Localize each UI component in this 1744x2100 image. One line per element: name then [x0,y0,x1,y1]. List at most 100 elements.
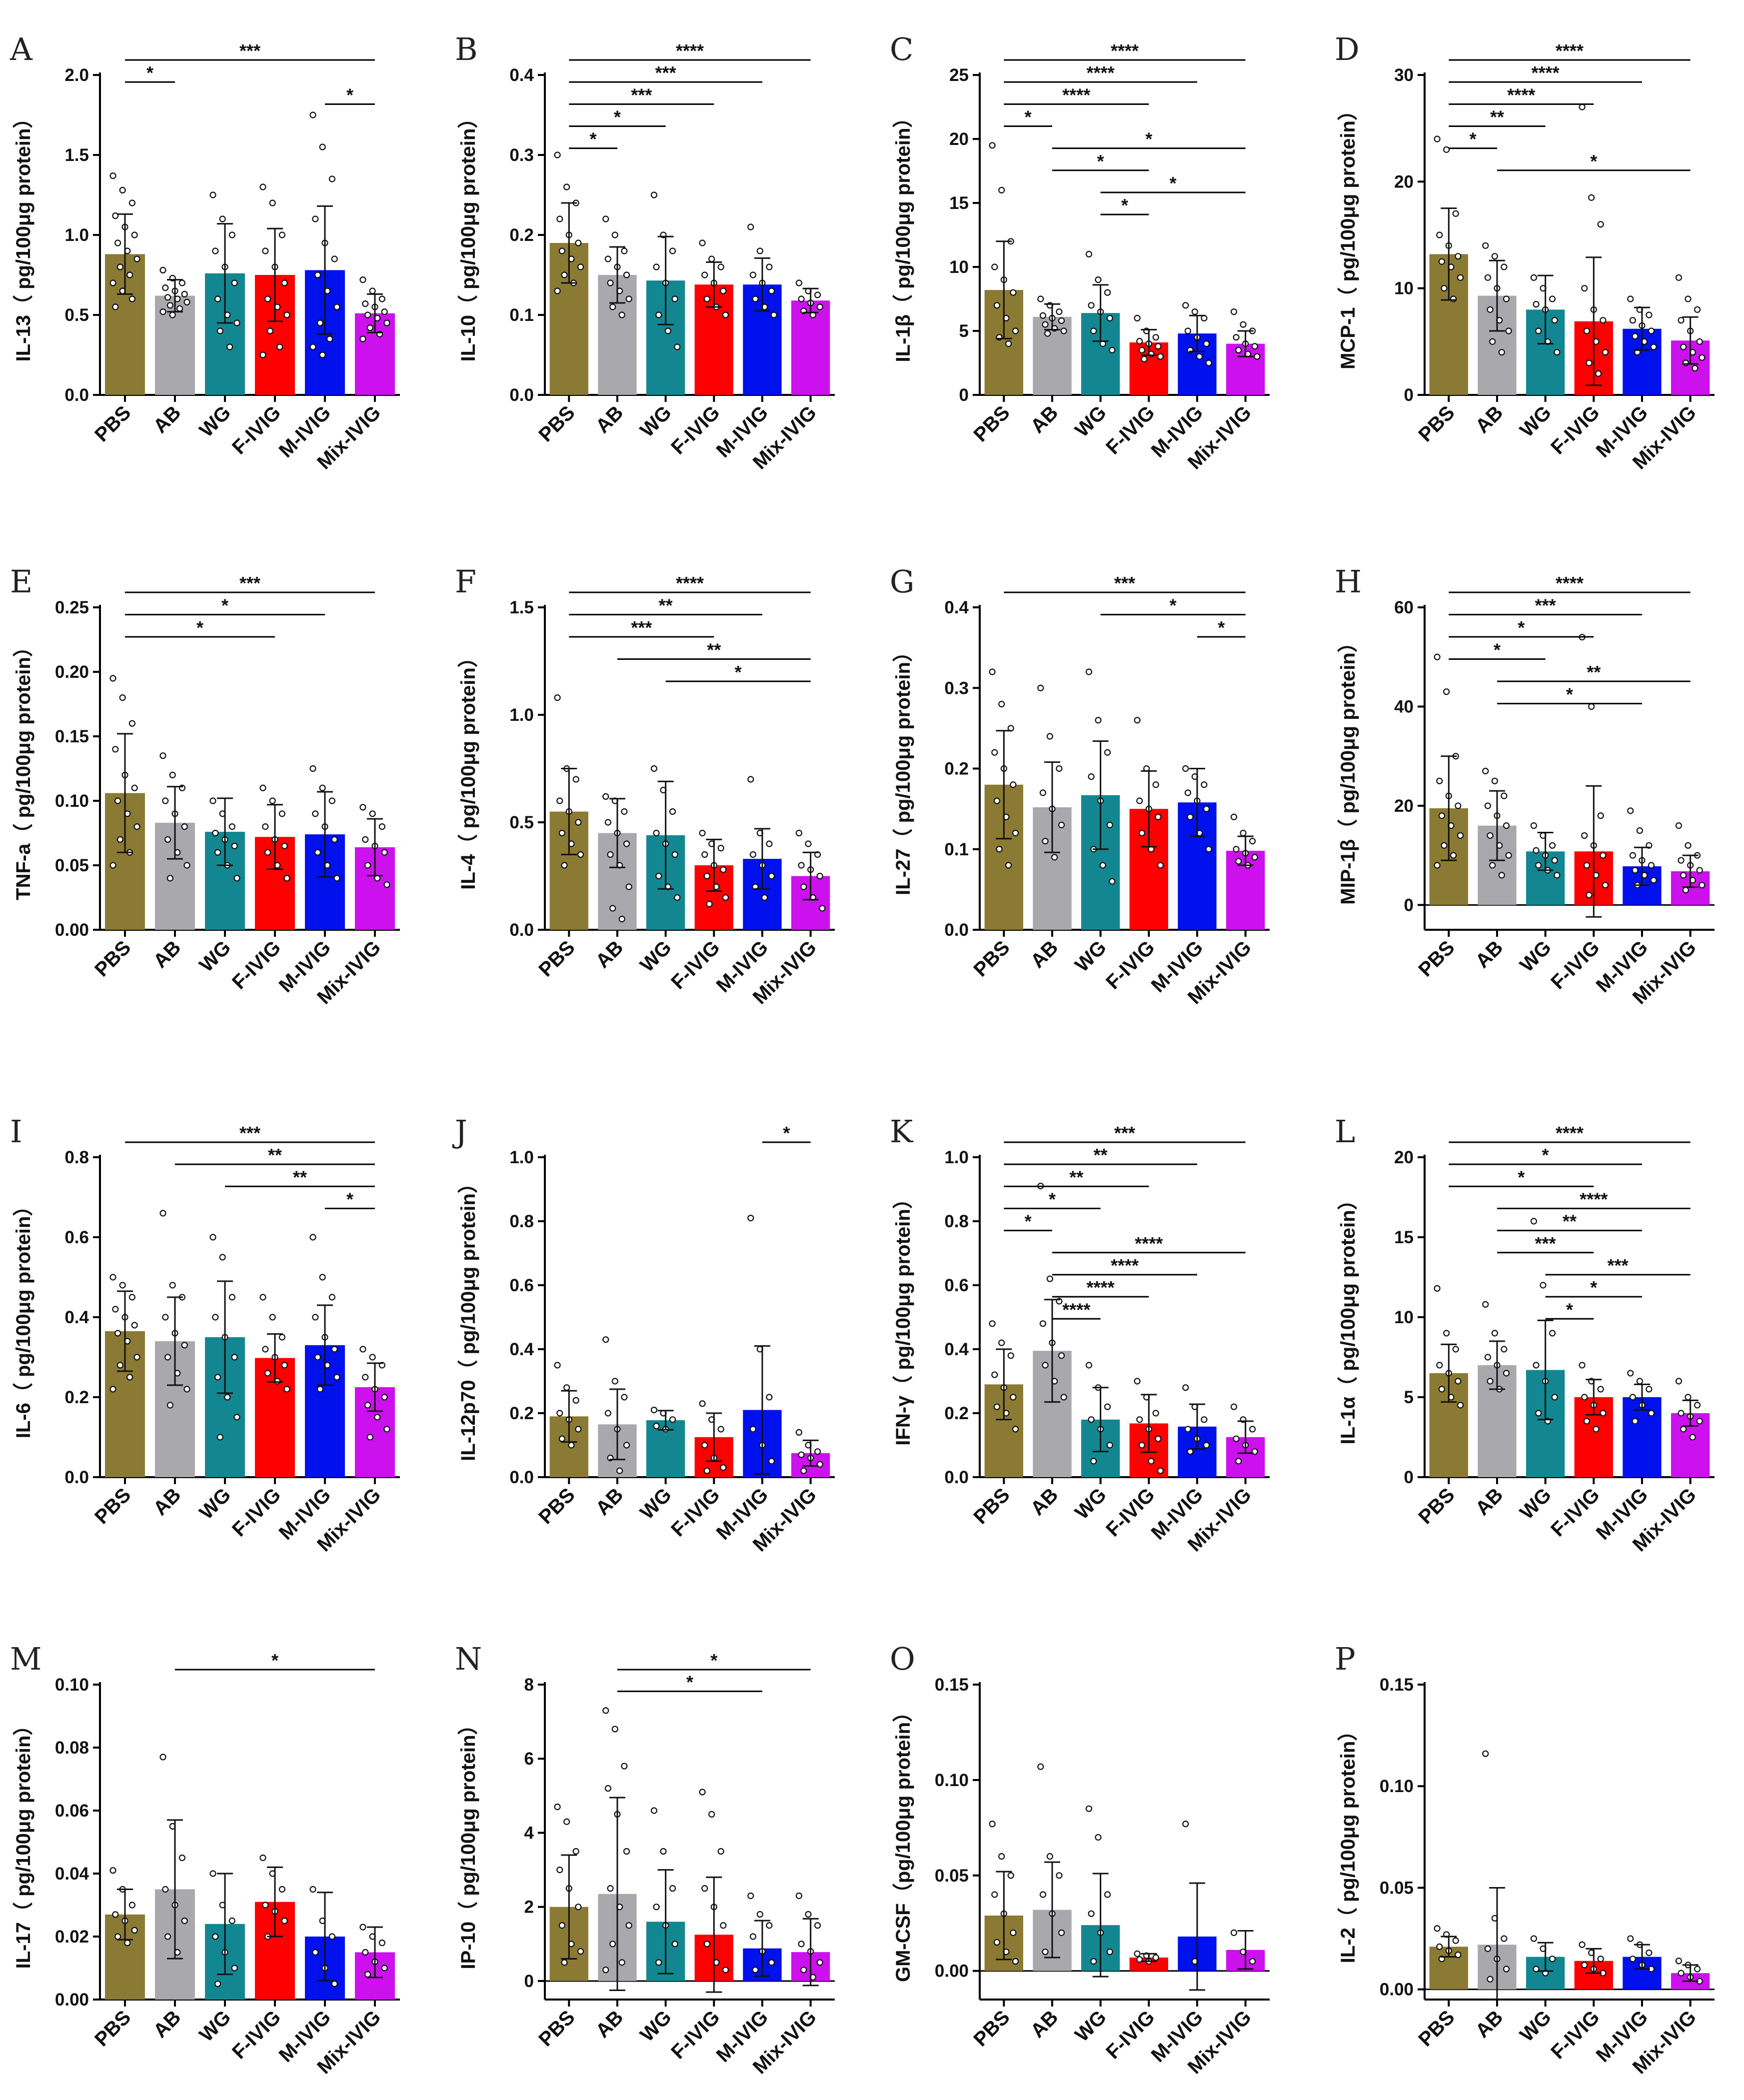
data-point [1434,653,1441,660]
data-point [1203,340,1210,347]
data-point [166,875,173,882]
data-point [126,1374,133,1381]
data-point [333,303,340,310]
data-point [669,1416,676,1423]
data-point [259,351,266,358]
data-point [703,1467,711,1474]
data-point [1675,1378,1683,1385]
data-point [159,752,166,759]
data-point [720,287,727,294]
panel-m: M IL-17（ pg/100μg protein） 0.00 0.02 0.04 0.0… [10,1641,400,2079]
data-point [1533,847,1540,854]
data-point [621,247,628,254]
data-point [1007,1352,1014,1359]
data-point [1042,321,1049,328]
data-point [119,694,126,701]
data-point [1443,146,1450,153]
data-point [625,883,632,890]
data-point [1205,359,1212,366]
data-point [1201,1416,1208,1423]
data-point [1436,1943,1443,1950]
data-point [276,343,283,350]
data-point [278,810,286,817]
data-point [231,279,238,286]
data-point [1689,1434,1696,1441]
data-point [1583,327,1591,334]
data-point [369,1354,376,1361]
data-point [1554,349,1561,356]
y-tick-label: 0.6 [64,1228,89,1247]
data-point [166,1402,173,1409]
data-point [768,872,775,880]
data-point [131,1927,138,1934]
data-point [650,191,658,198]
y-axis-label: IL-2（ pg/100μg protein） [1337,1721,1359,1964]
data-point [554,151,561,158]
data-point [1085,1805,1093,1812]
data-point [1182,1384,1189,1391]
data-point [1600,852,1607,859]
y-axis-label: IL-27（ pg/100μg protein） [892,642,914,895]
data-point [109,675,116,682]
data-point [1487,306,1494,313]
data-point [1650,877,1657,884]
data-point [381,1394,388,1401]
data-point [1106,821,1113,828]
y-tick-label: 4 [524,1823,534,1843]
sig-label: **** [1556,573,1584,593]
data-point [1498,349,1505,356]
data-point [1627,1935,1634,1942]
data-point [1056,765,1063,772]
x-tick-label: PBS [90,2006,135,2051]
data-point [1152,1410,1159,1417]
data-point [575,1904,582,1911]
data-point [1675,274,1683,281]
data-point [1579,103,1586,110]
y-tick-label: 10 [949,257,969,277]
data-point [259,1294,266,1301]
data-point [183,1386,190,1393]
data-point [1141,355,1148,362]
data-point [1012,1958,1019,1965]
y-tick-label: 0.15 [55,727,89,746]
data-point [991,1891,998,1898]
data-point [1060,327,1067,334]
data-point [128,1294,135,1301]
data-point [664,327,671,334]
data-point [563,183,570,190]
data-point [176,305,183,312]
data-point [674,343,681,350]
data-point [1134,717,1141,724]
x-tick-label: WG [636,936,676,976]
data-point [1484,802,1492,809]
data-point [383,1426,390,1433]
sig-label: * [1097,151,1104,171]
data-point [164,836,171,843]
x-tick-label: PBS [1414,1484,1459,1528]
data-point [1482,767,1489,775]
data-point [364,1402,371,1409]
x-tick-label: AB [1471,401,1507,437]
sig-label: * [1590,1277,1597,1298]
data-point [1434,862,1441,869]
data-point [1489,338,1496,345]
data-point [1457,832,1464,839]
data-point [309,1886,316,1893]
data-point [1157,862,1164,869]
y-tick-label: 1.0 [509,1148,534,1167]
data-point [1533,1362,1540,1369]
x-tick-label: AB [591,2006,627,2042]
x-tick-label: PBS [534,936,579,981]
data-point [558,247,566,254]
data-point [1457,1402,1464,1409]
data-point [761,894,768,901]
y-tick-label: 0.5 [509,813,534,832]
data-point [1182,1821,1189,1828]
data-point [1581,1962,1588,1969]
x-tick-label: F-IVIG [228,2006,285,2063]
data-point [1696,867,1703,874]
y-axis-label: IL-12p70（ pg/100μg protein） [457,1173,479,1461]
data-point [1457,274,1464,281]
data-point [1251,343,1258,350]
data-point [819,905,826,912]
